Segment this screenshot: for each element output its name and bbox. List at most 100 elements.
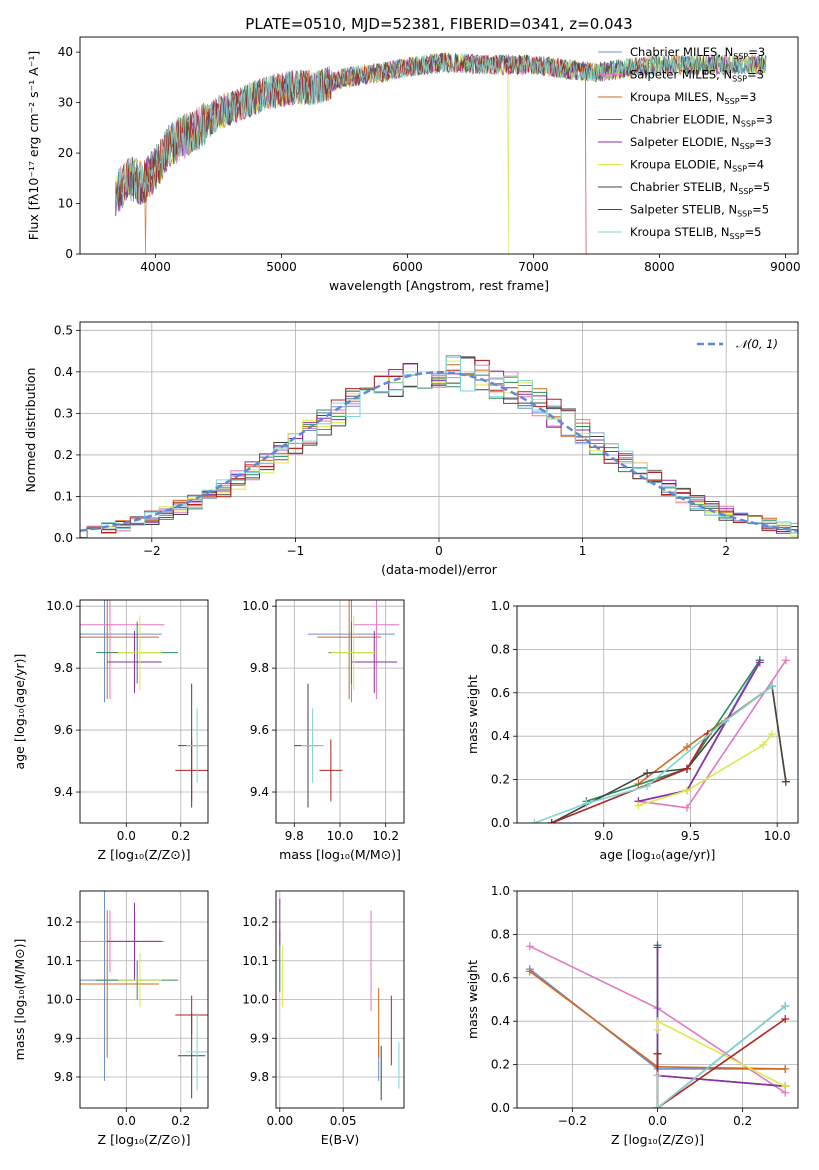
series-marker [767,682,776,691]
x-tick-label: 8000 [644,260,675,274]
x-axis-label: Z [log₁₀(Z/Z⊙)] [98,847,191,862]
series-marker [682,764,691,773]
axes-frame [79,321,799,539]
axes-frame [79,599,209,824]
y-tick-label: 10.0 [46,993,73,1007]
y-tick-label: 30 [58,96,73,110]
series-marker [653,943,662,952]
y-tick-label: 0 [65,247,73,261]
series-marker [525,967,534,976]
y-tick-label: 0.2 [491,1058,510,1072]
legend-entry: Chabrier ELODIE, NSSP=3 [630,113,773,129]
series-line [638,659,787,809]
y-tick-label: 9.9 [250,1031,269,1045]
y-tick-label: 9.4 [250,785,269,799]
x-tick-label: 10.0 [327,829,354,843]
data-point [301,708,324,783]
panel-mass-vs-Z: 0.0 0.2 9.8 9.9 10.0 10.1 10.2 Z [log₁₀(Z/Z⊙)] m… [12,890,209,1147]
panel-residual-histogram: −2 −1 0 1 2 0.0 0.1 0.2 0.3 0.4 0.5 (data-model)/er… [23,321,799,577]
data-point [186,708,208,783]
x-tick-label: 6000 [392,260,423,274]
y-tick-label: 10.0 [242,599,269,613]
y-tick-label: 20 [58,146,73,160]
y-tick-label: 0.4 [491,729,510,743]
x-tick-label: −2 [143,544,161,558]
y-tick-label: 1.0 [491,884,510,898]
y-tick-label: 10.1 [46,954,73,968]
y-axis-label: mass weight [465,960,480,1039]
x-tick-label: 9.5 [681,829,700,843]
figure-title: PLATE=0510, MJD=52381, FIBERID=0341, z=0… [245,15,632,33]
x-axis-label: wavelength [Angstrom, rest frame] [329,278,549,293]
legend-entry: Salpeter ELODIE, NSSP=3 [630,135,772,151]
x-tick-label: 0.05 [330,1114,357,1128]
data-point [80,600,159,700]
data-point [107,630,162,693]
y-tick-label: 0.4 [54,365,73,379]
y-tick-label: 9.8 [250,661,269,675]
series-marker [781,656,790,665]
legend-entry: Salpeter MILES, NSSP=3 [630,68,764,84]
series-marker [781,777,790,786]
series-line [656,947,786,1088]
x-tick-label: −1 [287,544,305,558]
data-point [107,902,162,981]
series-marker [781,1002,790,1011]
y-tick-label: 0.8 [491,642,510,656]
series-marker [781,1015,790,1024]
y-axis-label: Normed distribution [23,368,38,493]
data-point [80,600,162,703]
x-tick-label: 0.0 [117,1114,136,1128]
y-axis-label: Flux [fλ10⁻¹⁷ erg cm⁻² s⁻¹ A⁻¹] [26,51,41,240]
panel-massweight-vs-Z: −0.2 0.0 0.2 0.0 0.2 0.4 0.6 0.8 1.0 Z [log₁₀(Z/Z… [465,884,799,1147]
axes-frame [275,599,405,824]
series-line [586,659,761,803]
y-tick-label: 0.6 [491,686,510,700]
series-marker [682,803,691,812]
plot-area [114,52,767,254]
x-axis-label: (data-model)/error [381,562,498,577]
series-marker [767,730,776,739]
series-line [638,733,773,807]
series-marker [682,786,691,795]
y-axis-label: age [log₁₀(age/yr)] [12,654,27,770]
axes-frame [79,890,209,1109]
data-point [351,630,398,693]
axes-frame [516,605,799,824]
y-tick-label: 9.6 [54,723,73,737]
axes-frame [275,890,405,1109]
plot-area [80,600,208,823]
x-tick-label: 10.2 [372,829,399,843]
data-point [317,600,382,700]
data-point [319,739,343,802]
legend-entry: Kroupa ELODIE, NSSP=4 [630,158,764,174]
series-marker [759,740,768,749]
data-point [175,995,208,1035]
x-axis-label: Z [log₁₀(Z/Z⊙)] [611,1132,704,1147]
y-tick-label: 0.1 [54,489,73,503]
series-line [551,684,787,823]
x-tick-label: 2 [722,544,730,558]
series-marker [643,782,652,791]
y-tick-label: 10.0 [46,599,73,613]
spectrum-series [114,52,767,254]
y-tick-label: 10.2 [46,915,73,929]
series-line [656,1005,786,1108]
x-tick-label: 7000 [518,260,549,274]
panel-spectrum: 4000 5000 6000 7000 8000 9000 0 10 20 30 40 wavelen… [26,36,801,293]
legend-entry: 𝒩(0, 1) [736,337,778,351]
x-axis-label: E(B-V) [321,1132,360,1147]
y-tick-label: 9.4 [54,785,73,799]
legend-entry: Chabrier STELIB, NSSP=5 [630,180,770,196]
axes-frame [516,890,799,1109]
x-tick-label: 4000 [140,260,171,274]
legend-entry: Kroupa STELIB, NSSP=5 [630,225,761,241]
panel-age-vs-Z: 0.0 0.2 9.4 9.6 9.8 10.0 Z [log₁₀(Z/Z⊙)] age [l… [12,599,209,862]
panel-mass-vs-EBV: 0.00 0.05 9.8 9.9 10.0 10.1 10.2 E(B-V) [242,890,405,1147]
series-marker [530,819,539,823]
y-tick-label: 10.1 [242,954,269,968]
legend-entry: Kroupa MILES, NSSP=3 [630,90,756,106]
plot-area [80,891,208,1108]
data-point [330,615,377,690]
y-tick-label: 0.8 [491,927,510,941]
